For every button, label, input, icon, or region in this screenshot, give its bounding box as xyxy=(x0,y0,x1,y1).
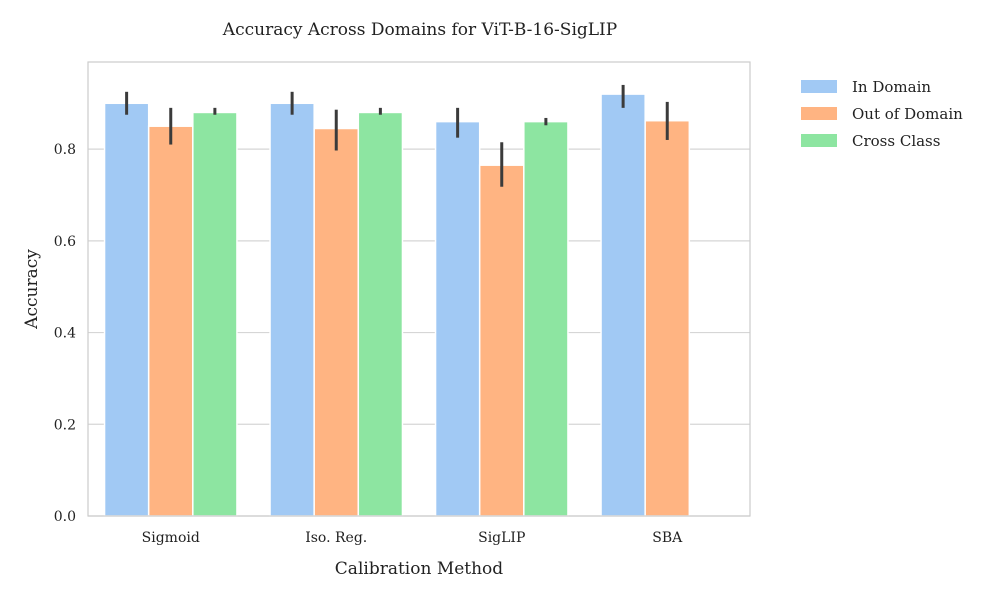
chart-title: Accuracy Across Domains for ViT-B-16-Sig… xyxy=(222,20,617,40)
legend-swatch xyxy=(801,80,837,93)
bar-out-of-domain-1 xyxy=(313,127,360,517)
legend-label: In Domain xyxy=(852,78,931,96)
bar-out-of-domain-3 xyxy=(644,119,691,517)
legend-label: Cross Class xyxy=(852,132,940,150)
plot-frame xyxy=(87,61,751,517)
bar-in-domain-2 xyxy=(434,120,481,517)
bar-cross-class-1 xyxy=(357,111,404,517)
y-axis-label: Accuracy xyxy=(22,249,42,330)
y-tick-labels: 0.0 0.2 0.4 0.6 0.8 xyxy=(54,142,76,525)
y-tick-label: 0.0 xyxy=(54,509,76,525)
x-tick-label: SigLIP xyxy=(478,530,525,546)
bar-in-domain-3 xyxy=(600,93,646,517)
legend-swatch xyxy=(801,107,837,120)
x-axis-label: Calibration Method xyxy=(335,559,503,579)
y-tick-label: 0.2 xyxy=(54,417,76,433)
y-tick-label: 0.6 xyxy=(54,234,76,250)
bars xyxy=(103,84,691,517)
x-tick-label: Iso. Reg. xyxy=(305,530,367,546)
x-tick-labels: Sigmoid Iso. Reg. SigLIP SBA xyxy=(142,530,683,546)
y-tick-label: 0.8 xyxy=(54,142,76,158)
x-tick-label: SBA xyxy=(652,530,683,546)
bar-cross-class-2 xyxy=(523,120,569,517)
x-tick-label: Sigmoid xyxy=(142,530,200,546)
bar-cross-class-0 xyxy=(192,111,238,517)
bar-out-of-domain-2 xyxy=(478,164,525,517)
legend: In Domain Out of Domain Cross Class xyxy=(801,78,963,150)
bar-out-of-domain-0 xyxy=(147,125,194,517)
y-tick-label: 0.4 xyxy=(54,326,76,342)
bar-in-domain-0 xyxy=(103,102,150,517)
legend-label: Out of Domain xyxy=(852,105,963,123)
bar-in-domain-1 xyxy=(269,102,315,517)
legend-swatch xyxy=(801,134,837,147)
